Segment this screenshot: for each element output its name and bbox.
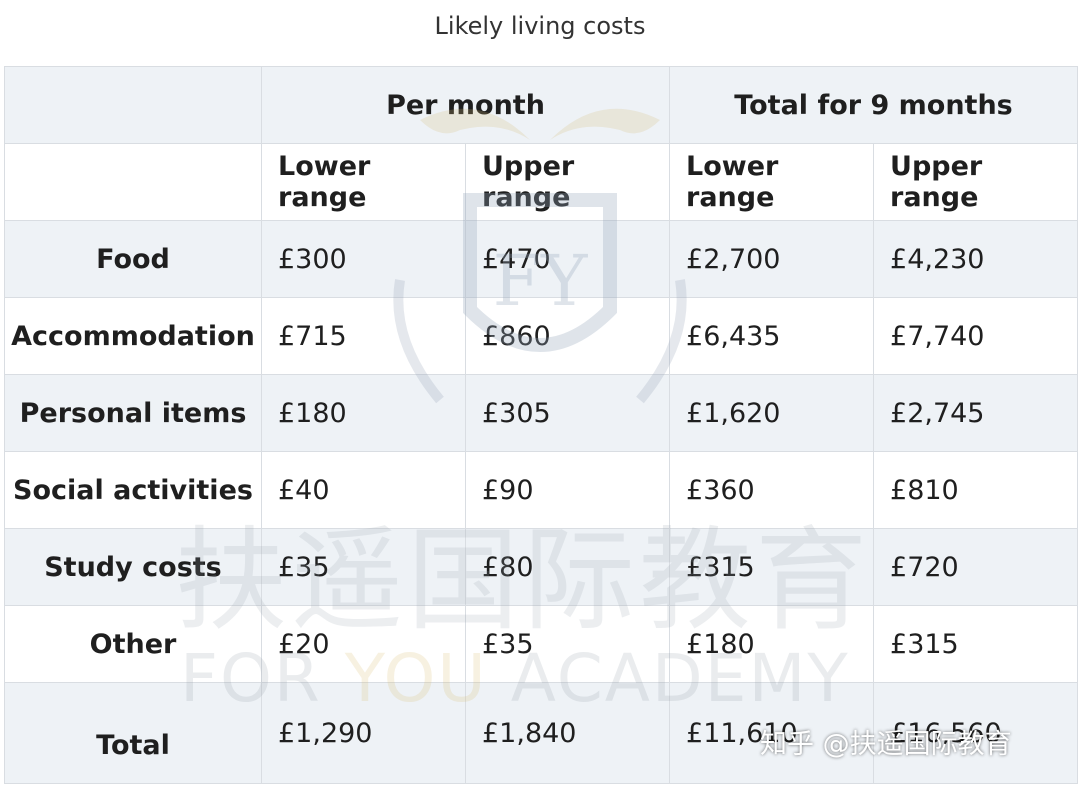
- table-cell: £810: [873, 451, 1079, 529]
- table-cell: £20: [261, 605, 466, 683]
- group-header-per-month: Per month: [260, 66, 671, 144]
- row-label: Other: [4, 605, 262, 683]
- table-cell: £35: [464, 605, 671, 683]
- table-cell: £305: [464, 374, 671, 452]
- table-cell: £35: [261, 528, 466, 606]
- table-cell: £40: [261, 451, 466, 529]
- table-row: Personal items £180 £305 £1,620 £2,745: [4, 374, 1079, 452]
- table-cell: £300: [261, 220, 466, 298]
- sub-header-row: Lower range Upper range Lower range Uppe…: [4, 143, 1079, 221]
- table-cell: £80: [464, 528, 671, 606]
- table-cell: £2,700: [669, 220, 875, 298]
- table-cell: £720: [873, 528, 1079, 606]
- table-cell: £1,290: [261, 682, 466, 784]
- table-row-total: Total £1,290 £1,840 £11,610 £16,560: [4, 682, 1079, 784]
- group-header-row: Per month Total for 9 months: [4, 66, 1079, 144]
- table-cell: £180: [669, 605, 875, 683]
- table-cell: £1,620: [669, 374, 875, 452]
- row-label: Study costs: [4, 528, 262, 606]
- table-cell: £6,435: [669, 297, 875, 375]
- table-cell: £860: [464, 297, 671, 375]
- table-cell: £715: [261, 297, 466, 375]
- table-row: Food £300 £470 £2,700 £4,230: [4, 220, 1079, 298]
- row-label: Total: [4, 682, 262, 784]
- table-cell: £16,560: [873, 682, 1079, 784]
- group-header-total-9-months: Total for 9 months: [669, 66, 1079, 144]
- sub-header-cell: Lower range: [669, 143, 875, 221]
- sub-header-cell: Upper range: [873, 143, 1079, 221]
- corner-cell: [4, 66, 262, 144]
- table-cell: £470: [464, 220, 671, 298]
- row-label: Accommodation: [4, 297, 262, 375]
- row-label: Personal items: [4, 374, 262, 452]
- table-row: Social activities £40 £90 £360 £810: [4, 451, 1079, 529]
- living-costs-table: Per month Total for 9 months Lower range…: [4, 66, 1079, 784]
- table-cell: £180: [261, 374, 466, 452]
- table-caption: Likely living costs: [434, 12, 646, 40]
- table-cell: £4,230: [873, 220, 1079, 298]
- sub-header-cell: Lower range: [261, 143, 466, 221]
- table-cell: £1,840: [464, 682, 671, 784]
- table-cell: £7,740: [873, 297, 1079, 375]
- table-cell: £315: [669, 528, 875, 606]
- table-cell: £315: [873, 605, 1079, 683]
- table-cell: £360: [669, 451, 875, 529]
- table-cell: £90: [464, 451, 671, 529]
- sub-header-cell: Upper range: [464, 143, 671, 221]
- row-label: Social activities: [4, 451, 262, 529]
- corner-cell: [4, 143, 262, 221]
- table-row: Other £20 £35 £180 £315: [4, 605, 1079, 683]
- table-row: Accommodation £715 £860 £6,435 £7,740: [4, 297, 1079, 375]
- row-label: Food: [4, 220, 262, 298]
- source-credit: 知乎 @扶遥国际教育: [760, 729, 1012, 760]
- table-cell: £11,610: [669, 682, 875, 784]
- table-row: Study costs £35 £80 £315 £720: [4, 528, 1079, 606]
- table-cell: £2,745: [873, 374, 1079, 452]
